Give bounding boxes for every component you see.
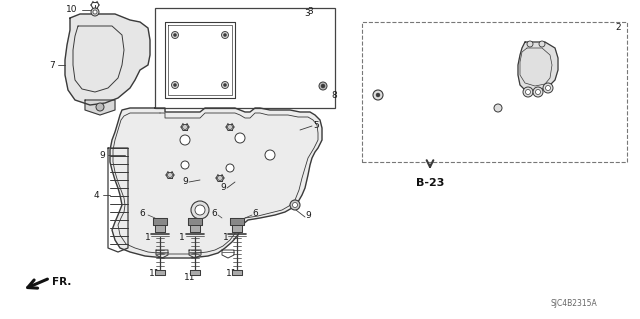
Text: 4: 4 (93, 190, 99, 199)
Circle shape (545, 85, 550, 91)
Circle shape (543, 83, 553, 93)
Circle shape (221, 81, 228, 88)
Text: 6: 6 (211, 209, 217, 218)
Polygon shape (188, 218, 202, 225)
Circle shape (319, 82, 327, 90)
Circle shape (533, 87, 543, 97)
Circle shape (373, 90, 383, 100)
Polygon shape (110, 108, 322, 258)
Bar (362, 22, 627, 162)
Circle shape (226, 164, 234, 172)
Circle shape (376, 93, 380, 97)
Text: FR.: FR. (52, 277, 72, 287)
Text: 11: 11 (149, 269, 161, 278)
Circle shape (223, 84, 227, 86)
Circle shape (525, 90, 531, 94)
Text: 7: 7 (49, 61, 55, 70)
Polygon shape (190, 225, 200, 232)
Text: SJC4B2315A: SJC4B2315A (550, 300, 597, 308)
Circle shape (292, 203, 298, 207)
Circle shape (290, 200, 300, 210)
Polygon shape (85, 100, 115, 115)
Text: 9: 9 (99, 151, 105, 160)
Circle shape (536, 90, 541, 94)
Polygon shape (230, 218, 244, 225)
Circle shape (182, 124, 188, 130)
Circle shape (265, 150, 275, 160)
Polygon shape (155, 225, 165, 232)
Circle shape (191, 201, 209, 219)
Polygon shape (190, 270, 200, 275)
Polygon shape (518, 42, 558, 92)
Polygon shape (232, 270, 242, 275)
Text: 9: 9 (182, 177, 188, 187)
Circle shape (527, 41, 533, 47)
Circle shape (221, 32, 228, 39)
Text: 11: 11 (227, 269, 237, 278)
Text: 9: 9 (305, 211, 311, 219)
Bar (155, 8, 335, 108)
Circle shape (181, 161, 189, 169)
Circle shape (218, 175, 223, 181)
Text: 11: 11 (184, 273, 196, 283)
Text: 1: 1 (223, 233, 229, 241)
Circle shape (195, 205, 205, 215)
Circle shape (173, 84, 177, 86)
Circle shape (172, 32, 179, 39)
Text: 5: 5 (313, 121, 319, 130)
Text: 8: 8 (331, 91, 337, 100)
Circle shape (523, 87, 533, 97)
Polygon shape (153, 218, 167, 225)
Circle shape (173, 33, 177, 36)
Text: 1: 1 (179, 233, 185, 241)
Circle shape (172, 81, 179, 88)
Polygon shape (162, 18, 240, 100)
Polygon shape (232, 225, 242, 232)
Circle shape (168, 173, 173, 177)
Circle shape (93, 10, 97, 14)
Circle shape (223, 33, 227, 36)
Circle shape (227, 124, 232, 130)
Text: 9: 9 (220, 183, 226, 192)
Polygon shape (65, 14, 150, 105)
Text: 2: 2 (615, 24, 621, 33)
Circle shape (235, 133, 245, 143)
Circle shape (96, 103, 104, 111)
Circle shape (180, 135, 190, 145)
Circle shape (539, 41, 545, 47)
Circle shape (494, 104, 502, 112)
Text: 3: 3 (304, 9, 310, 18)
Polygon shape (155, 270, 165, 275)
Circle shape (91, 8, 99, 16)
Text: 1: 1 (145, 233, 151, 241)
Text: 3: 3 (307, 8, 313, 17)
Text: 6: 6 (139, 209, 145, 218)
Text: 10: 10 (67, 5, 77, 14)
Text: 6: 6 (252, 209, 258, 218)
Circle shape (321, 84, 325, 88)
Text: B-23: B-23 (416, 178, 444, 188)
